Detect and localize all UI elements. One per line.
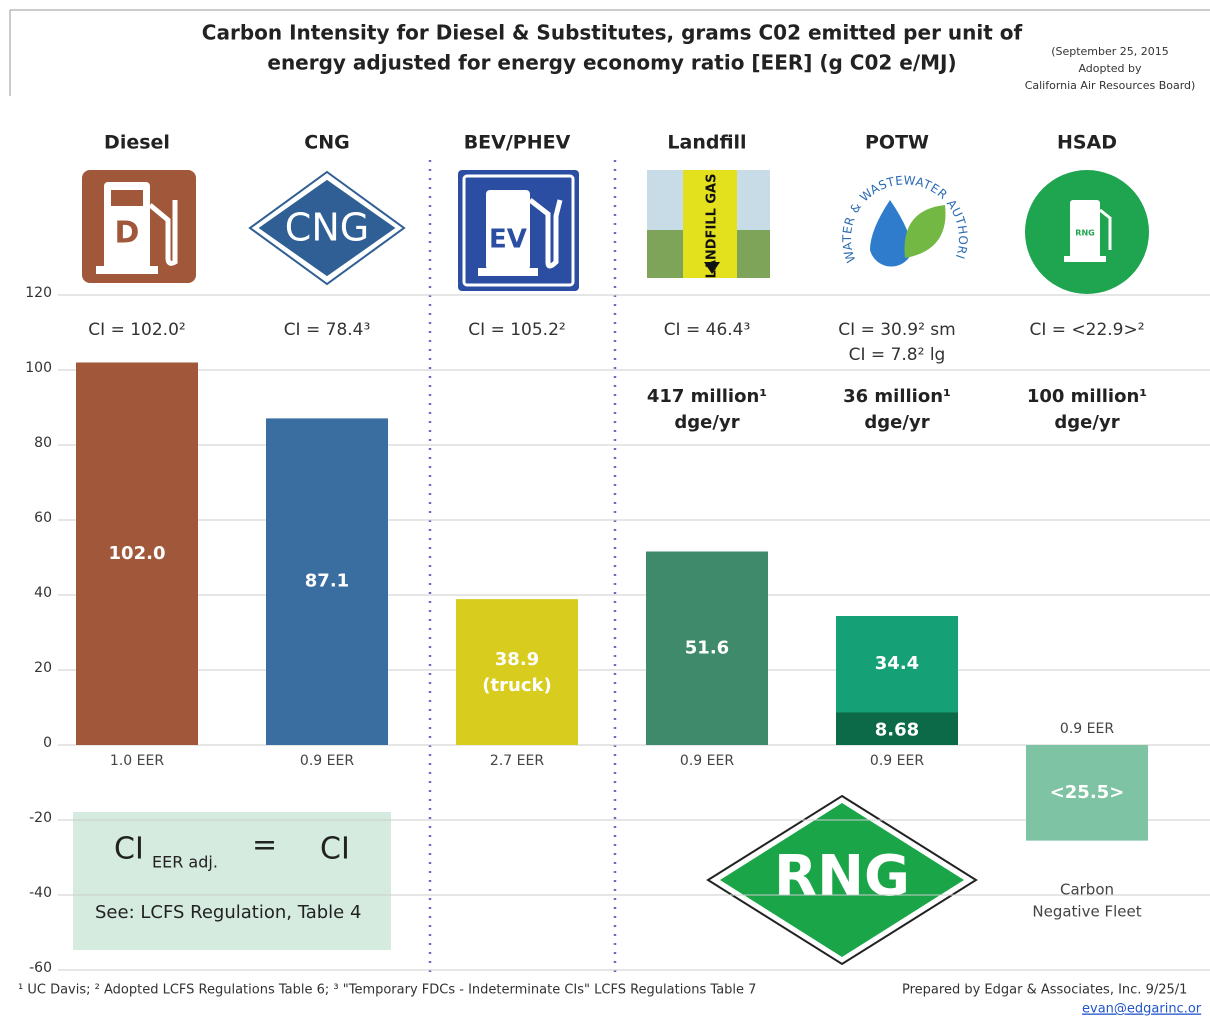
ev-icon: EV xyxy=(458,170,579,291)
eer-label: 1.0 EER xyxy=(110,753,164,769)
y-tick-label: 80 xyxy=(34,435,52,451)
category-label: POTW xyxy=(865,132,929,154)
y-tick-label: 100 xyxy=(25,360,52,376)
icon-text: RNG xyxy=(1075,229,1094,238)
chart-title: energy adjusted for energy economy ratio… xyxy=(267,51,956,75)
hsad-icon: RNG xyxy=(1025,170,1149,294)
eer-label: 0.9 EER xyxy=(680,753,734,769)
credit: Prepared by Edgar & Associates, Inc. 9/2… xyxy=(902,983,1187,998)
value-label: <25.5> xyxy=(1050,782,1125,803)
diesel-icon: D xyxy=(82,170,196,283)
category-label: HSAD xyxy=(1057,132,1117,154)
icon-text: CNG xyxy=(285,206,369,250)
category-label: Diesel xyxy=(104,132,170,154)
value-label: 87.1 xyxy=(305,571,349,592)
ci-label: CI = 105.2² xyxy=(468,320,565,340)
ci-label: CI = 78.4³ xyxy=(284,320,371,340)
eer-label: 0.9 EER xyxy=(1060,721,1114,737)
icon-text: D xyxy=(115,216,140,251)
badge-caption: Negative Fleet xyxy=(1032,903,1141,921)
value-label: 51.6 xyxy=(685,637,729,658)
icon-text: EV xyxy=(489,225,527,255)
landfill-icon: LANDFILL GAS xyxy=(647,170,770,278)
category-label: BEV/PHEV xyxy=(464,132,571,154)
ci-label: CI = 46.4³ xyxy=(664,320,751,340)
bar xyxy=(456,599,578,745)
category-label: CNG xyxy=(304,132,349,154)
note: California Air Resources Board) xyxy=(1025,79,1196,92)
badge-caption: Carbon xyxy=(1060,881,1114,899)
category-label: Landfill xyxy=(667,132,746,154)
y-tick-label: 20 xyxy=(34,660,52,676)
volume-label: 417 million¹ xyxy=(647,386,767,407)
volume-label: dge/yr xyxy=(674,412,739,433)
formula-text: = xyxy=(252,828,277,863)
value-label: 102.0 xyxy=(109,543,166,564)
note: Adopted by xyxy=(1078,62,1142,75)
y-tick-label: 40 xyxy=(34,585,52,601)
badge-text: RNG xyxy=(774,844,910,909)
chart: Carbon Intensity for Diesel & Substitute… xyxy=(0,0,1210,1017)
eer-label: 0.9 EER xyxy=(300,753,354,769)
formula-text: CI xyxy=(320,832,350,867)
formula-text: EER adj. xyxy=(152,853,218,872)
ci-label: CI = 30.9² sm xyxy=(838,320,955,340)
email[interactable]: evan@edgarinc.or xyxy=(1082,1002,1202,1017)
y-tick-label: -20 xyxy=(29,810,52,826)
volume-label: 36 million¹ xyxy=(843,386,951,407)
y-tick-label: 60 xyxy=(34,510,52,526)
y-tick-label: -40 xyxy=(29,885,52,901)
ci-label: CI = <22.9>² xyxy=(1029,320,1144,340)
overlay-label: 8.68 xyxy=(875,720,919,741)
cng-icon: CNG xyxy=(250,172,404,284)
eer-label: 0.9 EER xyxy=(870,753,924,769)
note: (September 25, 2015 xyxy=(1051,45,1169,58)
volume-label: dge/yr xyxy=(1054,412,1119,433)
volume-label: 100 million¹ xyxy=(1027,386,1147,407)
y-tick-label: 0 xyxy=(43,735,52,751)
value-label: 34.4 xyxy=(875,653,919,674)
footnote: ¹ UC Davis; ² Adopted LCFS Regulations T… xyxy=(18,983,756,998)
formula-note: See: LCFS Regulation, Table 4 xyxy=(95,902,361,923)
chart-title: Carbon Intensity for Diesel & Substitute… xyxy=(202,21,1023,45)
formula-text: CI xyxy=(114,832,144,867)
value-label: 38.9 xyxy=(495,649,539,670)
ci-label: CI = 7.8² lg xyxy=(849,345,946,365)
ci-label: CI = 102.0² xyxy=(88,320,185,340)
y-tick-label: -60 xyxy=(29,960,52,976)
volume-label: dge/yr xyxy=(864,412,929,433)
y-tick-label: 120 xyxy=(25,285,52,301)
value-note: (truck) xyxy=(482,675,551,696)
eer-label: 2.7 EER xyxy=(490,753,544,769)
